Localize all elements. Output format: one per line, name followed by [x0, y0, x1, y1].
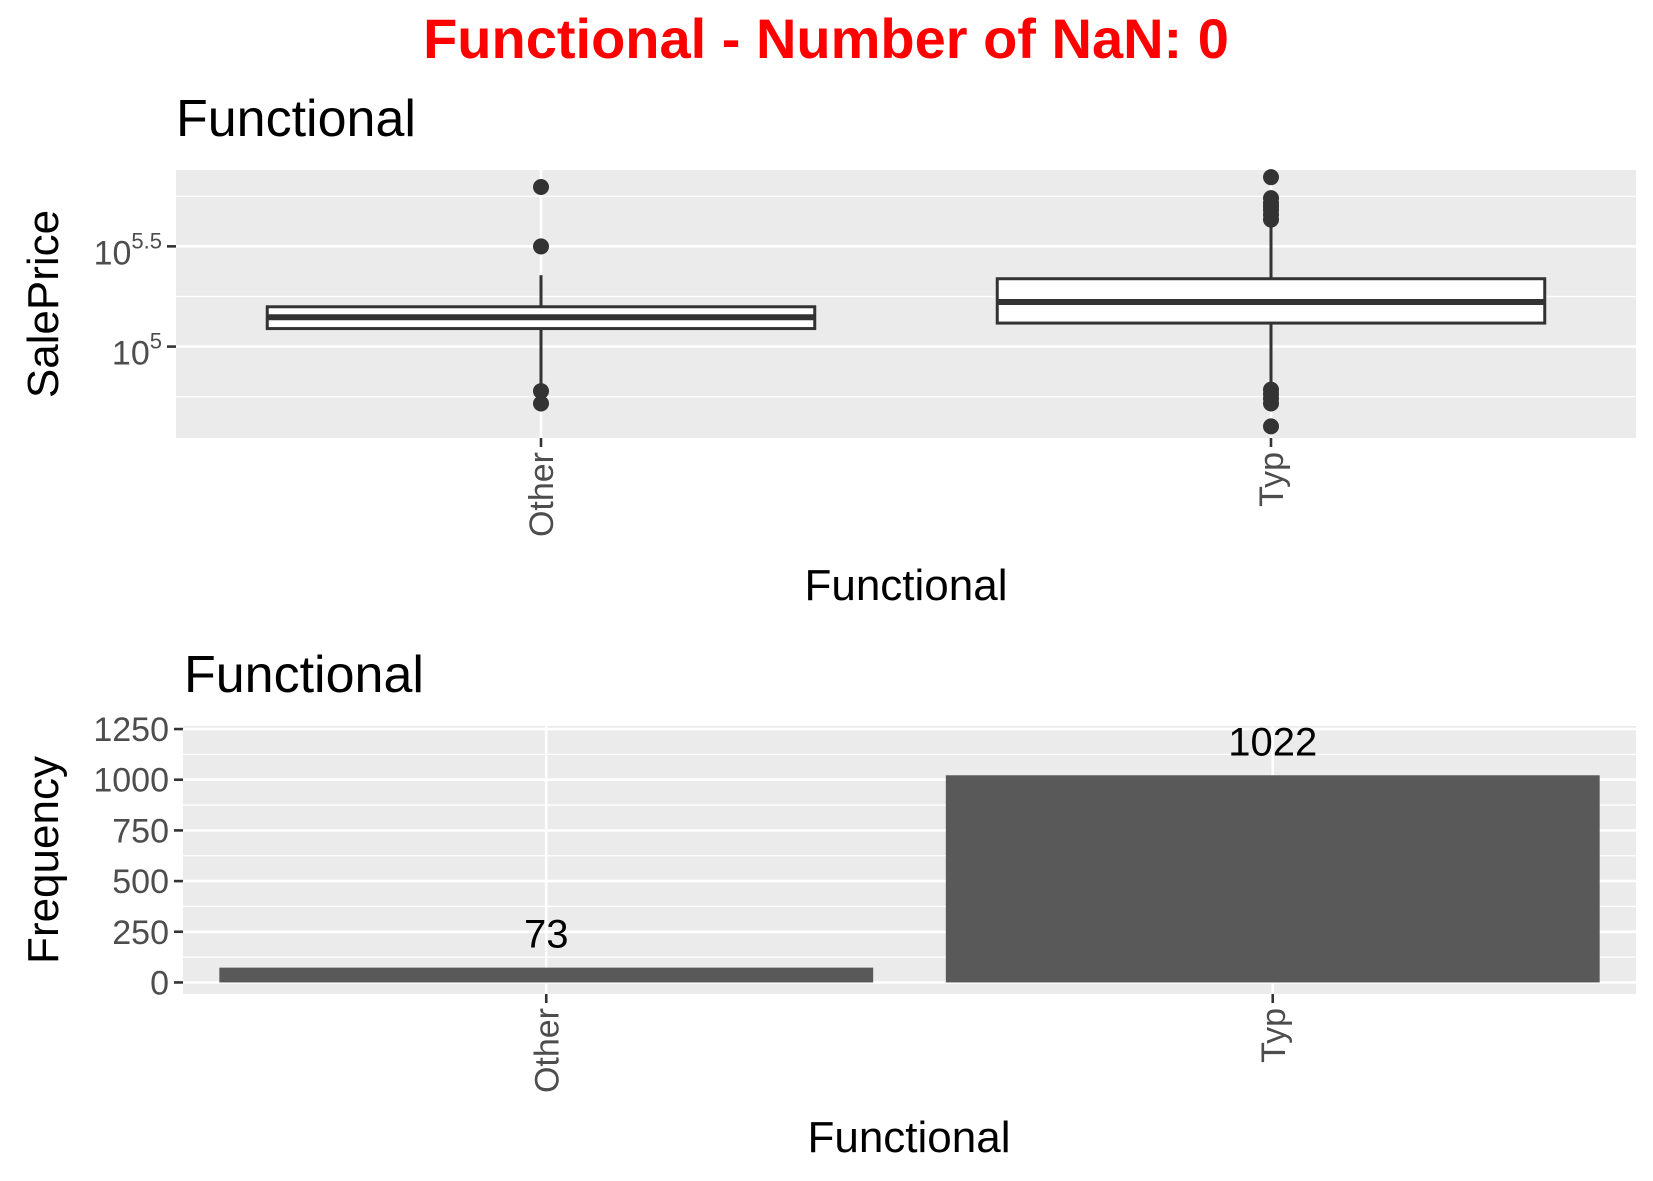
- bar-y-tick-label: 1000: [93, 762, 169, 800]
- tick-base: 10: [94, 234, 132, 272]
- box-other-outlier-point: [533, 383, 549, 400]
- boxplot-x-axis-title: Functional: [804, 561, 1007, 610]
- box-typ-outlier-point: [1263, 169, 1279, 186]
- bar-y-tick-label: 500: [112, 863, 169, 901]
- tick-exponent: 5.5: [131, 228, 162, 253]
- boxplot-title: Functional: [176, 90, 416, 148]
- bar-other: [219, 967, 874, 983]
- boxplot-x-axis: Other Typ: [523, 438, 1291, 537]
- boxplot-grid: [176, 170, 1636, 438]
- bar-title: Functional: [184, 646, 424, 704]
- bar-x-axis: Other Typ: [528, 994, 1293, 1093]
- box-typ-outlier-point: [1263, 418, 1279, 435]
- bar-y-axis: 0 250 500 750 1000 1250: [93, 711, 183, 1002]
- boxplot-y-tick-label: 105.5: [94, 228, 162, 272]
- box-other-outlier-point: [533, 395, 549, 412]
- bar-y-tick-label: 250: [112, 914, 169, 952]
- bar-x-tick-label: Other: [528, 1008, 566, 1093]
- box-typ-outlier-point: [1263, 381, 1279, 398]
- bar-y-axis-title: Frequency: [19, 756, 68, 964]
- box-typ-outlier-point: [1263, 190, 1279, 207]
- bar-y-tick-label: 1250: [93, 711, 169, 749]
- bar-other-data-label: 73: [524, 913, 569, 957]
- bar-typ-data-label: 1022: [1228, 720, 1317, 764]
- bar-x-tick-label: Typ: [1255, 1008, 1293, 1063]
- boxplot-x-tick-label: Other: [523, 452, 561, 537]
- boxplot-marks: [265, 169, 1547, 435]
- bar-chart: Functional 73 1022 0 250 500 750 1000 1250 Oth…: [19, 646, 1636, 1162]
- boxplot-y-axis-title: SalePrice: [19, 210, 68, 398]
- boxplot-y-tick-label: 105: [112, 329, 162, 373]
- tick-exponent: 5: [150, 329, 162, 354]
- bar-marks: 73 1022: [219, 720, 1600, 983]
- bar-x-axis-title: Functional: [807, 1113, 1010, 1162]
- tick-base: 10: [112, 335, 150, 373]
- bar-typ: [945, 775, 1600, 983]
- box-other-outlier-point: [533, 238, 549, 255]
- figure-title: Functional - Number of NaN: 0: [423, 7, 1229, 70]
- bar-y-tick-label: 0: [150, 964, 169, 1002]
- bar-y-tick-label: 750: [112, 812, 169, 850]
- boxplot-x-tick-label: Typ: [1253, 452, 1291, 507]
- box-other-outlier-point: [533, 179, 549, 196]
